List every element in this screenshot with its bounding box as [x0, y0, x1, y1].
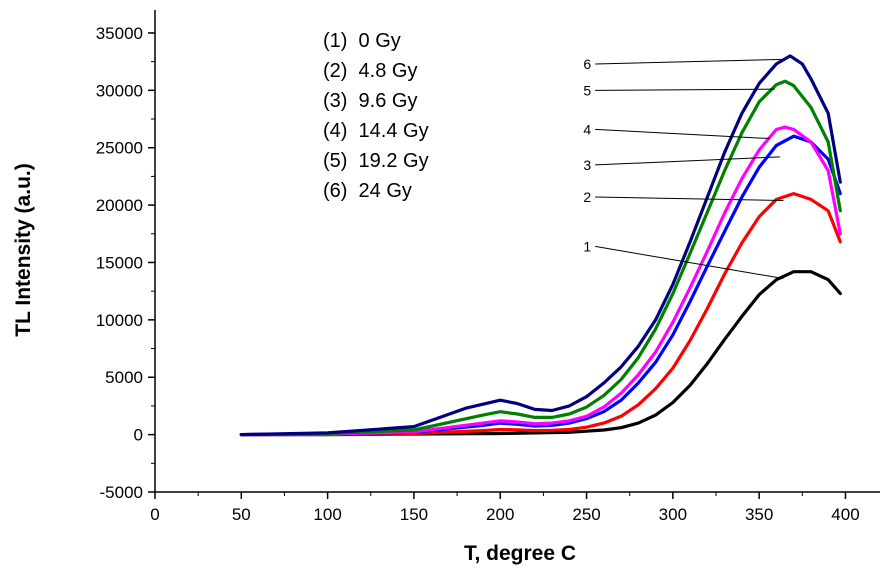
legend-entry: (6) 24 Gy	[323, 180, 412, 202]
series-line-6	[239, 54, 842, 437]
x-tick-label: 350	[745, 505, 773, 524]
x-tick-label: 150	[400, 505, 428, 524]
axes-layer	[154, 10, 880, 493]
series-layer	[239, 54, 842, 437]
curve-label-5: 5	[583, 82, 591, 98]
legend: (1) 0 Gy (2) 4.8 Gy (3) 9.6 Gy (4) 14.4 Gy (…	[323, 30, 429, 202]
y-tick-label: -5000	[100, 483, 143, 502]
series-line-4	[239, 125, 842, 437]
x-tick-label: 200	[486, 505, 514, 524]
legend-entry: (2) 4.8 Gy	[323, 60, 417, 82]
y-tick-label: 15000	[96, 253, 143, 272]
curve-label-1: 1	[583, 238, 591, 254]
x-tick-label: 400	[831, 505, 859, 524]
x-tick-label: 0	[150, 505, 159, 524]
curve-leader-line-6	[595, 58, 784, 65]
y-tick-label: 5000	[105, 368, 143, 387]
y-tick-label: 10000	[96, 311, 143, 330]
x-tick-label: 300	[659, 505, 687, 524]
x-axis-title: T, degree C	[464, 542, 576, 565]
curve-labels-layer: 6 5 4 3 2 1	[583, 56, 784, 280]
curve-label-6: 6	[583, 56, 591, 72]
y-tick-label: 30000	[96, 81, 143, 100]
curve-leader-line-3	[595, 156, 780, 166]
curve-leader-line-2	[595, 196, 784, 202]
curve-label-4: 4	[583, 121, 591, 137]
curve-label-3: 3	[583, 157, 591, 173]
curve-leader-line-5	[595, 88, 775, 91]
legend-entry: (5) 19.2 Gy	[323, 150, 429, 172]
y-tick-label: 35000	[96, 24, 143, 43]
x-tick-label: 50	[232, 505, 251, 524]
legend-entry: (4) 14.4 Gy	[323, 120, 429, 142]
y-tick-label: 25000	[96, 139, 143, 158]
series-line-3	[239, 134, 842, 437]
curve-leader-line-1	[595, 245, 784, 280]
curve-label-2: 2	[583, 189, 591, 205]
series-line-5	[239, 79, 842, 437]
x-tick-label: 100	[313, 505, 341, 524]
x-tick-label: 250	[572, 505, 600, 524]
legend-entry: (1) 0 Gy	[323, 30, 401, 52]
curve-leader-line-4	[595, 128, 770, 140]
series-line-1	[239, 270, 842, 437]
series-line-2	[239, 192, 842, 437]
y-axis-title: TL Intensity (a.u.)	[12, 163, 35, 336]
y-tick-label: 20000	[96, 196, 143, 215]
legend-entry: (3) 9.6 Gy	[323, 90, 417, 112]
ticks-layer: 0 50 100 150 200 250 300 350 400 -5000 0 5000 10000 1…	[96, 24, 860, 524]
y-tick-label: 0	[134, 426, 143, 445]
